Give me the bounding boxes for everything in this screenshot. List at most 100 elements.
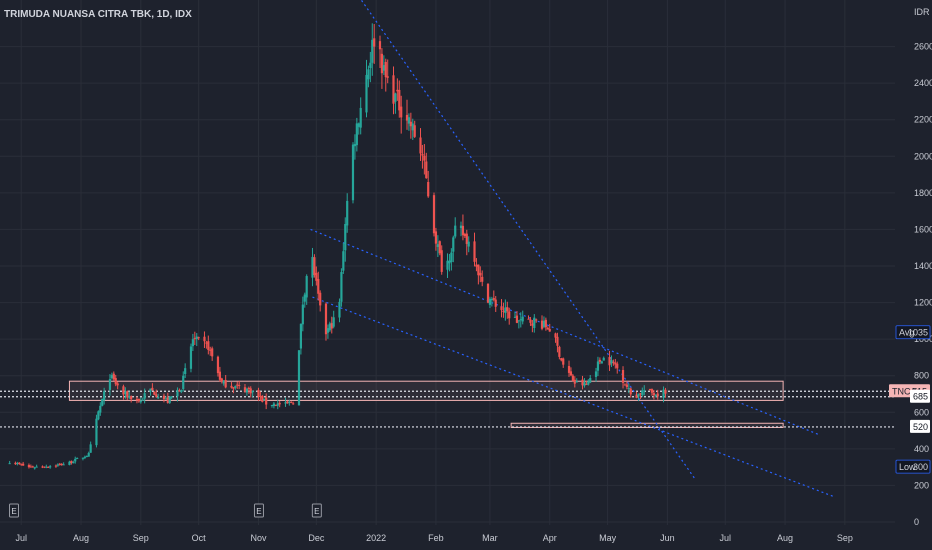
stat-tag-label: Low (899, 462, 916, 472)
candle-body (211, 348, 214, 357)
candle-body (22, 463, 25, 466)
candle-body (413, 125, 416, 137)
line-price-tag (910, 389, 930, 403)
candle-body (218, 371, 221, 380)
candle-body (355, 123, 358, 146)
candle-body (290, 401, 293, 403)
candle-body (486, 283, 490, 303)
earnings-flag-label: E (11, 507, 16, 516)
candle-body (423, 155, 426, 161)
candle-body (492, 298, 495, 300)
candle-body (274, 404, 277, 406)
candle-body (533, 317, 536, 329)
earnings-flag-icon[interactable] (9, 503, 20, 518)
candle-body (340, 272, 343, 302)
candle-body (58, 463, 61, 465)
candle-body (278, 402, 281, 405)
candle-body (184, 368, 187, 374)
earnings-flag-icon[interactable] (311, 503, 322, 518)
candle-body (234, 386, 237, 388)
candle-body (209, 349, 212, 351)
trendlines[interactable] (310, 0, 834, 497)
candle-body (137, 398, 140, 402)
time-tick-label: Nov (250, 533, 267, 543)
candle-body (205, 342, 208, 344)
candle-body (243, 387, 247, 392)
candle-body (182, 375, 185, 390)
time-tick-label: Oct (192, 533, 207, 543)
candle-body (299, 323, 303, 349)
price-axis-tags: Avg1035TNCA715685520Low300 (889, 325, 931, 474)
candle-body (141, 399, 144, 401)
candle-body (62, 464, 65, 466)
candle-body (616, 363, 619, 369)
candle-body (56, 464, 59, 466)
candle-body (29, 466, 32, 468)
candle-body (357, 123, 360, 127)
candle-body (475, 264, 478, 267)
candle-body (637, 393, 640, 397)
candle-body (114, 377, 117, 385)
candle-body (421, 154, 424, 156)
time-tick-label: Jul (720, 533, 732, 543)
price-tick-label: 1600 (914, 224, 932, 234)
candle-body (103, 391, 106, 400)
price-tick-label: 2400 (914, 78, 932, 88)
candle-body (450, 252, 453, 263)
candle-body (301, 304, 304, 325)
candle-body (382, 65, 385, 71)
candle-body (257, 389, 260, 397)
time-tick-label: Aug (777, 533, 793, 543)
candle-body (143, 393, 146, 399)
candle-body (263, 398, 266, 401)
candle-body (594, 371, 598, 377)
candle-body (261, 395, 264, 402)
time-tick-label: Aug (73, 533, 89, 543)
candle-body (369, 62, 372, 69)
candle-body (122, 386, 125, 395)
earnings-flag-icon[interactable] (253, 503, 264, 518)
candle-body (124, 391, 127, 395)
candle-body (635, 395, 638, 398)
candle-body (612, 361, 615, 363)
candle-body (467, 241, 470, 247)
candle-body (535, 319, 538, 321)
time-tick-label: 2022 (366, 533, 386, 543)
price-tick-label: 2600 (914, 42, 932, 52)
trendline[interactable] (310, 228, 819, 435)
candle-body (409, 121, 412, 127)
candle-body (575, 381, 578, 383)
candle-body (170, 396, 173, 398)
candle-body (195, 336, 198, 340)
time-tick-label: Mar (482, 533, 498, 543)
candle-body (425, 161, 428, 179)
candle-body (197, 337, 200, 339)
horizontal-price-lines[interactable] (0, 390, 895, 428)
candle-body (583, 382, 586, 386)
candle-body (473, 241, 476, 262)
candle-body (14, 462, 17, 465)
candle-body (662, 389, 665, 398)
time-axis[interactable]: Jul Aug Sep Oct Nov Dec 2022 Feb Mar Apr May Jun Jul… (15, 533, 852, 543)
candle-body (178, 390, 181, 392)
candle-body (463, 233, 466, 237)
candle-body (531, 323, 534, 326)
candle-body (508, 311, 511, 319)
candle-body (276, 403, 279, 406)
candle-body (8, 463, 11, 465)
candle-body (652, 393, 655, 396)
candle-body (571, 375, 574, 381)
candle-body (540, 320, 544, 329)
candle-body (191, 339, 194, 347)
support-zone-rectangle[interactable] (510, 422, 784, 428)
candle-body (27, 465, 31, 468)
candle-body (272, 403, 276, 407)
candle-body (54, 465, 58, 467)
candle-body (554, 333, 557, 338)
candle-body (153, 391, 156, 395)
candle-body (238, 385, 241, 387)
candle-body (623, 384, 627, 386)
candle-body (60, 463, 63, 466)
